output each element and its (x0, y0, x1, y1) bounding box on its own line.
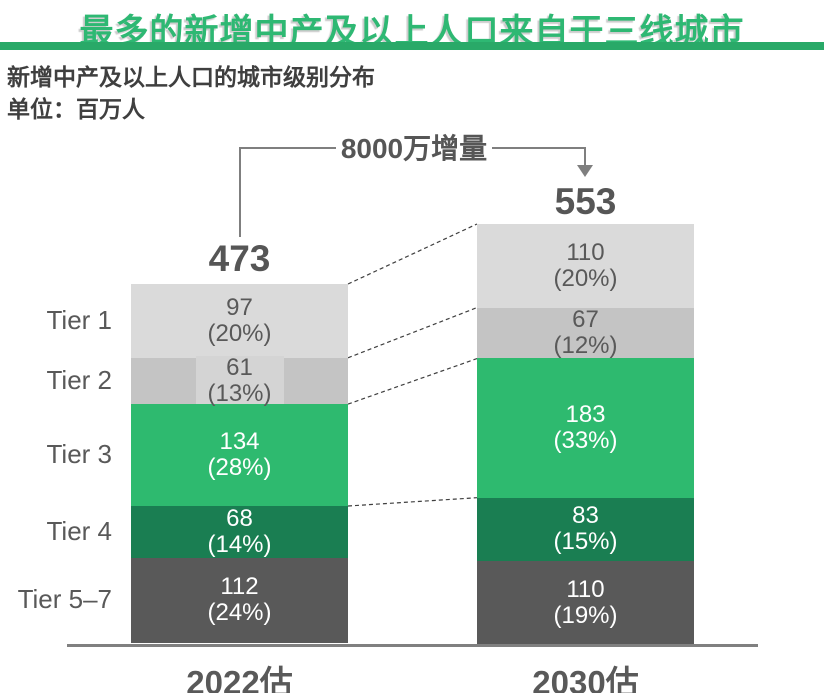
x-axis-line (67, 644, 758, 647)
bracket-left-vertical-line (239, 147, 241, 237)
tier2-label-box (195, 355, 284, 410)
tier-label-1: Tier 1 (46, 305, 113, 335)
category-label-2022: 2022估 (186, 664, 293, 693)
segment-percent: (20%) (553, 264, 618, 292)
segment-percent: (13%) (207, 380, 272, 407)
segment-value: 61 (226, 354, 253, 381)
bar-2022-segment-tier-3: 134 (28%) (131, 404, 348, 507)
segment-value: 97 (226, 293, 253, 321)
bar-2022-segment-tier-5: 112 (24%) (131, 557, 348, 643)
tier-label-4: Tier 4 (46, 516, 113, 546)
segment-value: 68 (226, 504, 253, 532)
total-2022: 473 (208, 238, 271, 279)
segment-percent: (20%) (207, 319, 272, 347)
segment-percent: (28%) (207, 454, 272, 482)
segment-value: 112 (220, 573, 259, 601)
segment-percent: (15%) (553, 528, 618, 556)
bracket-right-horizontal-line (491, 147, 586, 149)
segment-percent: (14%) (207, 530, 272, 558)
bar-2030-segment-tier-5: 110 (19%) (477, 560, 694, 645)
increase-annotation: 8000万增量 (336, 131, 492, 167)
bar-2030-segment-tier-2: 67 (12%) (477, 306, 694, 360)
segment-value: 83 (572, 502, 599, 530)
bar-2022-segment-tier-1: 97 (20%) (131, 284, 348, 358)
segment-value: 134 (219, 428, 260, 456)
bar-2022-segment-tier-4: 68 (14%) (131, 504, 348, 558)
bracket-right-vertical-line (584, 147, 586, 167)
segment-percent: (19%) (553, 601, 618, 629)
tier-label-2: Tier 2 (46, 365, 113, 395)
segment-percent: (12%) (553, 332, 618, 360)
segment-value: 183 (565, 401, 606, 429)
bar-2022-segment-tier-2: 61 (13%) (131, 354, 348, 410)
total-2030: 553 (554, 181, 617, 222)
stacked-bar-2030: 110 (20%) 67 (12%) 183 (33%) 83 (15%) 110 (19%) (477, 224, 694, 645)
segment-percent: (24%) (207, 599, 272, 627)
segment-value: 67 (572, 306, 599, 334)
chart-subtitle: 新增中产及以上人口的城市级别分布 (7, 64, 375, 90)
bar-2030-segment-tier-4: 83 (15%) (477, 497, 694, 561)
segment-value: 110 (566, 238, 605, 266)
segment-value: 110 (566, 575, 605, 603)
segment-percent: (33%) (553, 427, 618, 455)
tier-label-5: Tier 5–7 (17, 584, 112, 614)
category-label-2030: 2030估 (532, 664, 639, 693)
bar-2030-segment-tier-1: 110 (20%) (477, 224, 694, 308)
bar-2030-segment-tier-3: 183 (33%) (477, 358, 694, 498)
title-underline-bar (0, 42, 824, 50)
stacked-bar-2022: 97 (20%) 61 (13%) 134 (28%) 68 (14%) 112 (24%) (131, 284, 348, 643)
unit-label: 单位：百万人 (7, 96, 145, 122)
arrow-down-icon (577, 165, 593, 177)
tier-label-3: Tier 3 (46, 439, 113, 469)
bracket-left-horizontal-line (239, 147, 337, 149)
